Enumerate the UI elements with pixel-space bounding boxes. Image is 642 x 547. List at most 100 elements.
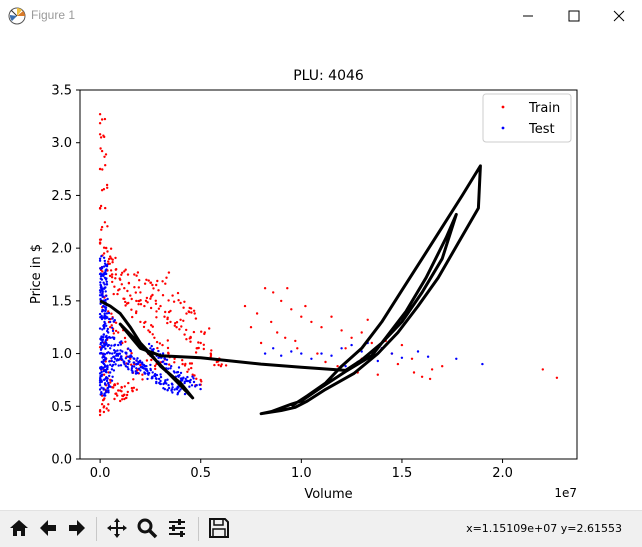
- test-point: [113, 357, 117, 360]
- train-point: [114, 277, 117, 280]
- test-point: [110, 379, 114, 382]
- test-point: [140, 361, 144, 364]
- train-point: [143, 304, 146, 308]
- test-point: [112, 355, 115, 359]
- train-point: [186, 370, 189, 373]
- train-point: [123, 336, 127, 340]
- train-point: [102, 188, 106, 191]
- home-button[interactable]: [6, 515, 32, 541]
- test-point: [130, 355, 133, 358]
- test-point: [192, 377, 195, 380]
- test-point: [100, 266, 104, 269]
- back-button[interactable]: [35, 515, 61, 541]
- train-point: [175, 326, 178, 329]
- pan-button[interactable]: [104, 515, 130, 541]
- train-point: [103, 221, 107, 224]
- legend: Train Test: [482, 93, 572, 143]
- test-point: [105, 376, 108, 379]
- train-point: [106, 225, 109, 228]
- forward-button[interactable]: [64, 515, 90, 541]
- y-tick-label: 1.0: [51, 347, 72, 362]
- test-point: [173, 388, 176, 391]
- train-point: [104, 246, 108, 250]
- train-point: [151, 283, 154, 287]
- train-point: [124, 268, 127, 271]
- train-point: [143, 282, 147, 285]
- figure-canvas[interactable]: 0.0 0.5 1.0 1.5 2.0 0.0 0.5 1.0 1.5 2.0 2.5 3.0 3.5 …: [0, 32, 642, 510]
- test-point: [100, 391, 103, 394]
- test-point: [103, 392, 106, 395]
- test-point: [120, 357, 123, 360]
- test-point: [136, 357, 139, 360]
- maximize-button[interactable]: [551, 0, 597, 32]
- train-point: [138, 279, 141, 282]
- train-point: [143, 321, 146, 325]
- test-point: [103, 378, 106, 381]
- train-point: [152, 287, 155, 290]
- test-point: [126, 362, 129, 365]
- train-point: [130, 297, 133, 301]
- train-point: [336, 365, 339, 368]
- zoom-button[interactable]: [134, 515, 160, 541]
- save-button[interactable]: [206, 515, 232, 541]
- test-point: [128, 355, 131, 359]
- train-point: [166, 321, 169, 325]
- test-point: [164, 362, 168, 366]
- test-point: [98, 388, 102, 391]
- train-point: [98, 413, 102, 417]
- train-point: [99, 136, 103, 139]
- train-point: [150, 358, 153, 362]
- train-point: [105, 183, 109, 187]
- configure-subplots-button[interactable]: [164, 515, 190, 541]
- train-point: [188, 362, 192, 365]
- pan-icon: [107, 518, 127, 538]
- test-point: [177, 386, 180, 389]
- test-point: [137, 362, 140, 365]
- test-point: [103, 314, 106, 317]
- train-point: [213, 363, 216, 367]
- train-point: [141, 373, 144, 376]
- test-point: [103, 259, 107, 263]
- test-point: [102, 281, 105, 284]
- test-point: [103, 327, 106, 330]
- test-point: [104, 335, 108, 339]
- minimize-button[interactable]: [505, 0, 551, 32]
- train-point: [180, 325, 183, 328]
- test-point: [107, 311, 111, 315]
- test-point: [99, 343, 102, 346]
- train-point: [151, 333, 154, 336]
- test-point: [105, 265, 109, 268]
- train-point: [133, 286, 136, 289]
- test-point: [320, 352, 323, 355]
- train-point: [120, 283, 124, 286]
- axes-frame: [79, 89, 578, 460]
- train-point: [113, 285, 116, 288]
- test-point: [163, 357, 166, 360]
- test-point: [117, 364, 120, 367]
- close-button[interactable]: [596, 0, 642, 32]
- test-point: [167, 367, 170, 370]
- train-point: [165, 276, 168, 279]
- train-point: [123, 397, 126, 401]
- test-point: [455, 357, 458, 360]
- test-point: [108, 317, 111, 321]
- save-floppy-icon: [209, 518, 229, 538]
- test-point: [154, 377, 158, 380]
- test-point: [105, 316, 108, 320]
- train-point: [163, 315, 166, 318]
- test-point: [101, 328, 104, 331]
- train-point: [137, 303, 140, 306]
- train-point: [194, 317, 198, 320]
- train-point: [156, 279, 159, 283]
- test-point: [100, 347, 103, 350]
- test-point: [198, 383, 201, 386]
- legend-label-train: Train: [528, 101, 560, 116]
- test-point: [166, 378, 169, 381]
- train-point: [161, 294, 165, 297]
- train-point: [107, 260, 110, 263]
- test-point: [104, 358, 107, 361]
- test-point: [155, 381, 158, 385]
- test-point: [109, 336, 112, 339]
- x-axis-label: Volume: [304, 487, 352, 502]
- legend-box: [482, 93, 572, 143]
